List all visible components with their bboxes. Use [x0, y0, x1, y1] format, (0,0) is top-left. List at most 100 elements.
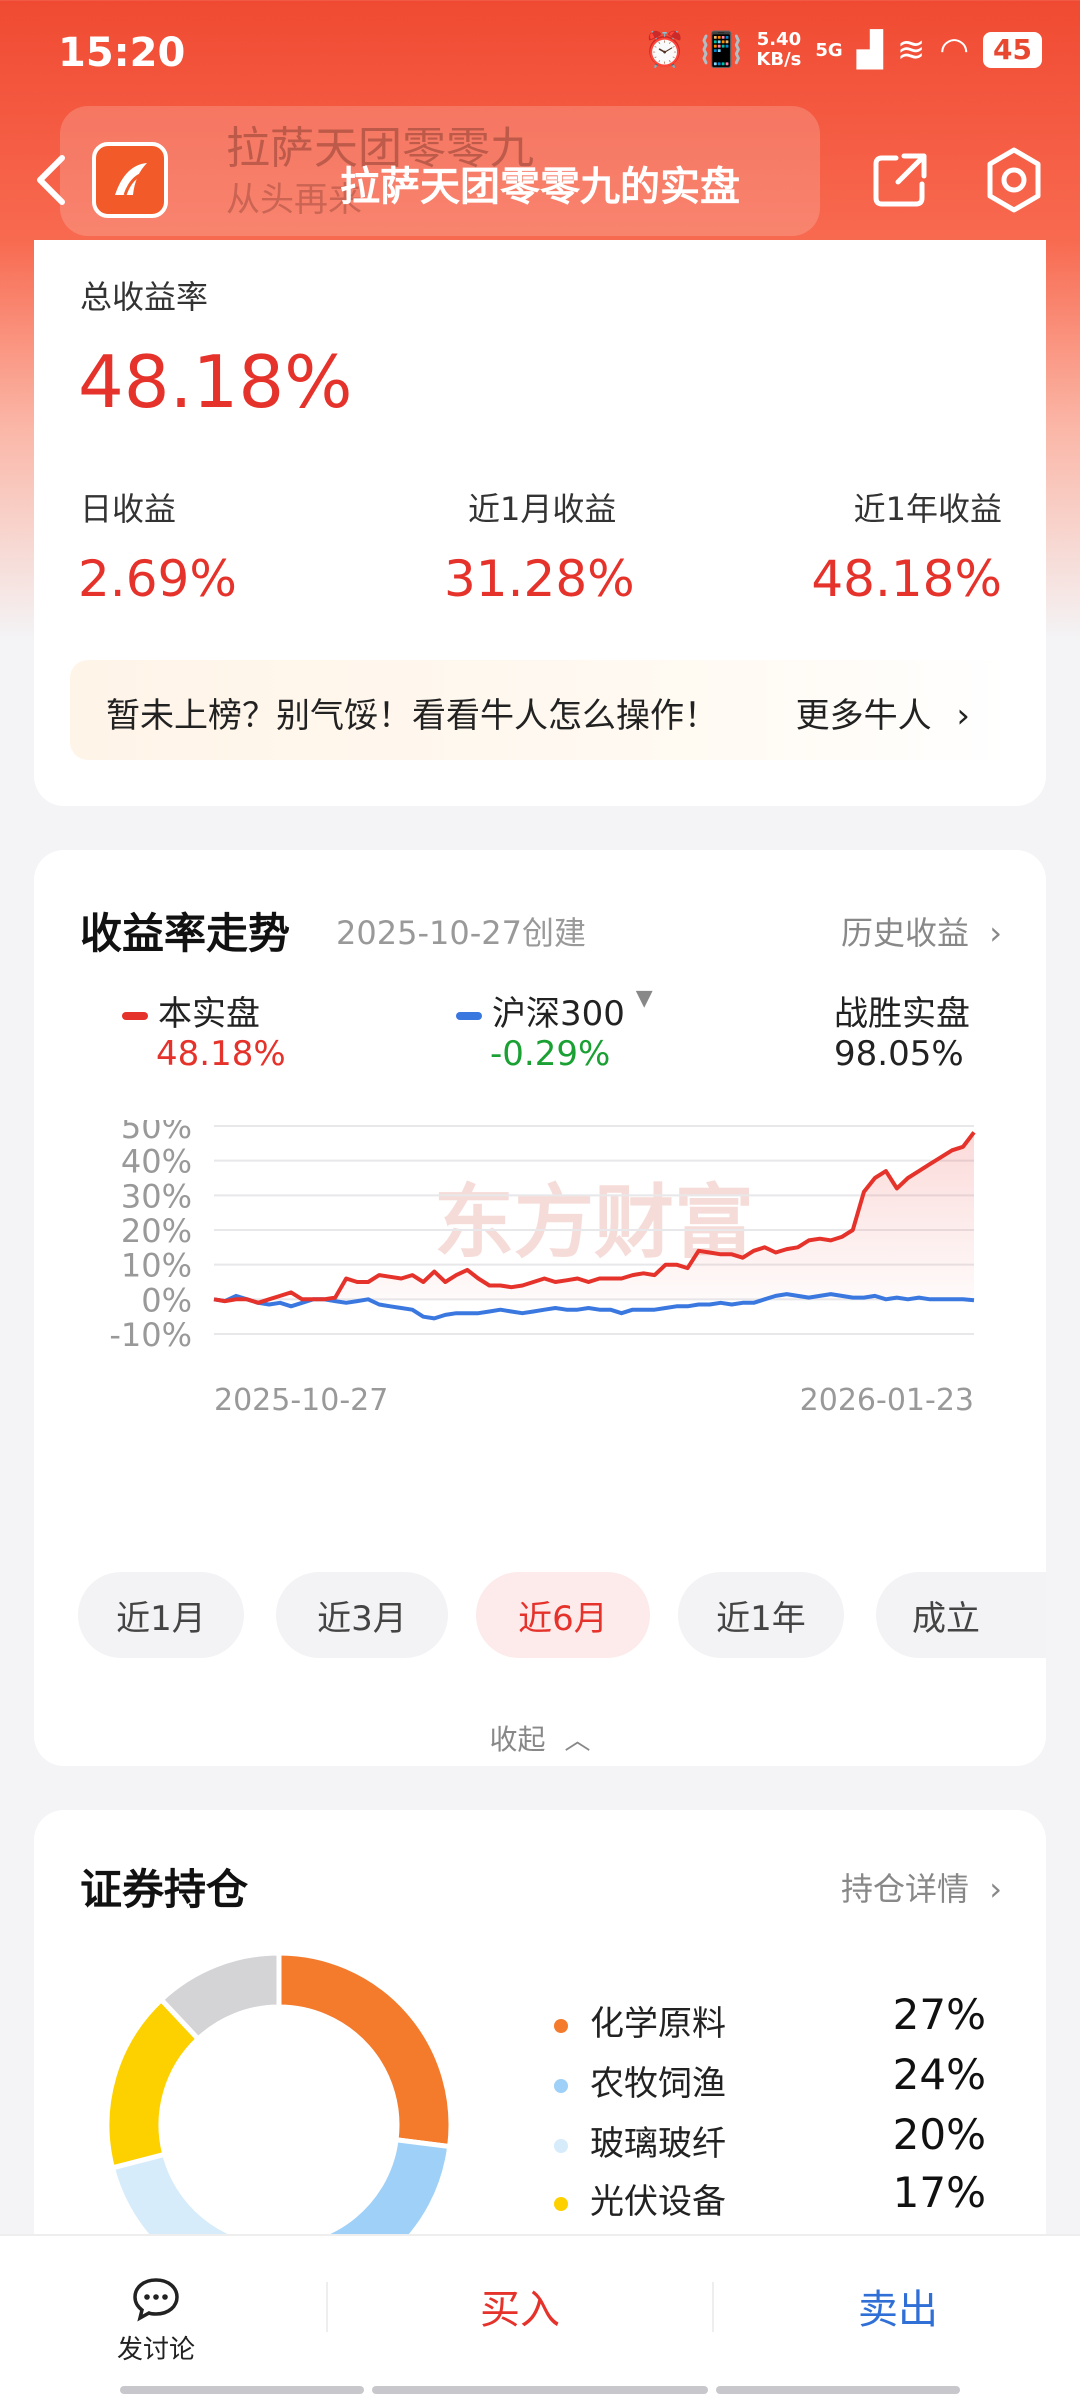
legend-portfolio-name: 本实盘: [158, 994, 260, 1034]
holding-dot: [554, 2196, 568, 2211]
holdings-title: 证券持仓: [80, 1865, 249, 1914]
period-since-inception[interactable]: 成立: [876, 1572, 1046, 1658]
period-1m[interactable]: 近1月: [78, 1572, 244, 1658]
y-tick-label: 40%: [121, 1143, 192, 1181]
holding-dot: [554, 2138, 568, 2153]
holding-name: 光伏设备: [590, 2182, 726, 2222]
net-speed-unit: KB/s: [756, 49, 802, 70]
period-6m[interactable]: 近6月: [476, 1572, 650, 1658]
x-tick-start: 2025-10-27: [214, 1383, 388, 1418]
bottom-action-bar: 发讨论 买入 卖出: [0, 2234, 1080, 2400]
buy-button[interactable]: 买入: [480, 2287, 560, 2333]
holding-pct: 27%: [892, 1990, 986, 2039]
holding-name: 玻璃玻纤: [590, 2124, 726, 2164]
avatar[interactable]: [92, 142, 168, 218]
net-speed: 5.40 KB/s: [756, 30, 801, 70]
post-discussion-button[interactable]: 发讨论: [96, 2276, 216, 2366]
day-return-value: 2.69%: [78, 550, 237, 608]
more-experts-label: 更多牛人: [795, 696, 932, 736]
holding-name: 化学原料: [590, 2004, 726, 2044]
trend-title: 收益率走势: [80, 909, 291, 958]
beat-value: 98.05%: [834, 1034, 964, 1074]
day-return-label: 日收益: [80, 490, 177, 528]
created-date: 2025-10-27创建: [336, 914, 586, 952]
holding-item: 化学原料: [554, 1996, 726, 2045]
period-1y[interactable]: 近1年: [678, 1572, 844, 1658]
year-return-label: 近1年收益: [853, 490, 1002, 528]
signal-icon: ▟: [856, 30, 883, 70]
legend-benchmark[interactable]: 沪深300 ▼: [456, 986, 653, 1035]
beat-label: 战胜实盘: [834, 994, 970, 1034]
chat-bubble-icon: [133, 2278, 179, 2322]
profile-overlay: [60, 106, 820, 236]
status-time: 15:20: [58, 30, 186, 76]
y-tick-label: 30%: [121, 1177, 192, 1215]
legend-benchmark-swatch: [456, 1011, 482, 1020]
sell-button[interactable]: 卖出: [858, 2287, 938, 2333]
chevron-up-icon: ︿: [564, 1726, 591, 1756]
legend-benchmark-name: 沪深300: [492, 994, 625, 1034]
status-bar: 15:20 ⏰ 📳 5.40 KB/s 5G ▟ ≋ ◠ 45: [0, 0, 1080, 110]
series-line-benchmark: [213, 1292, 975, 1321]
holding-name: 农牧饲渔: [590, 2064, 726, 2104]
portfolio-area: [214, 1132, 974, 1303]
back-button[interactable]: [30, 150, 80, 210]
holding-dot: [554, 2078, 568, 2093]
trend-card: 收益率走势 2025-10-27创建 历史收益 › 本实盘 48.18% 沪深3…: [34, 850, 1046, 1766]
y-tick-label: 50%: [121, 1120, 192, 1146]
donut-slice: [157, 1950, 282, 2043]
battery-indicator: 45: [983, 32, 1042, 68]
holdings-detail-link[interactable]: 持仓详情 ›: [841, 1864, 1002, 1910]
legend-benchmark-value: -0.29%: [490, 1034, 611, 1074]
vibrate-icon: 📳: [700, 30, 743, 70]
holding-item: 农牧饲渔: [554, 2056, 726, 2105]
chevron-right-icon: ›: [989, 914, 1002, 952]
legend-portfolio-swatch: [122, 1011, 148, 1020]
collapse-button[interactable]: 收起 ︿: [34, 1718, 1046, 1758]
alarm-icon: ⏰: [643, 30, 687, 70]
x-tick-end: 2026-01-23: [800, 1383, 974, 1418]
history-returns-label: 历史收益: [841, 914, 970, 952]
holdings-detail-label: 持仓详情: [841, 1870, 970, 1908]
top-header: 拉萨天团零零九 从头再来 拉萨天团零零九的实盘: [0, 106, 1080, 250]
donut-slice: [276, 1950, 454, 2150]
ghost-profile-sub: 从头再来: [226, 180, 362, 220]
net-speed-value: 5.40: [756, 29, 802, 50]
y-tick-label: 20%: [121, 1212, 192, 1250]
chevron-right-icon: ›: [956, 696, 970, 736]
status-icons: ⏰ 📳 5.40 KB/s 5G ▟ ≋ ◠ 45: [644, 30, 1042, 70]
wifi-icon: ≋: [896, 30, 926, 70]
ghost-profile-name: 拉萨天团零零九: [226, 123, 534, 174]
promo-text: 暂未上榜？别气馁！看看牛人怎么操作！: [106, 696, 718, 736]
legend-portfolio: 本实盘: [122, 986, 260, 1035]
collapse-label: 收起: [489, 1723, 546, 1756]
gear-icon[interactable]: [980, 146, 1048, 214]
period-3m[interactable]: 近3月: [276, 1572, 448, 1658]
holding-pct: 17%: [892, 2168, 986, 2217]
month-return-label: 近1月收益: [468, 490, 617, 528]
y-tick-label: 0%: [141, 1281, 192, 1319]
holding-pct: 24%: [892, 2050, 986, 2099]
y-tick-label: -10%: [109, 1316, 192, 1354]
gesture-bar-segment: [716, 2386, 960, 2394]
more-experts-link[interactable]: 更多牛人 ›: [796, 688, 970, 737]
leaderboard-promo[interactable]: 暂未上榜？别气馁！看看牛人怎么操作！ 更多牛人 ›: [70, 660, 1010, 760]
summary-card: 总收益率 48.18% 日收益 2.69% 近1月收益 31.28% 近1年收益…: [34, 240, 1046, 806]
legend-portfolio-value: 48.18%: [156, 1034, 286, 1074]
holding-pct: 20%: [892, 2110, 986, 2159]
holding-dot: [554, 2018, 568, 2033]
divider: [326, 2282, 328, 2332]
wifi-strength-icon: ◠: [939, 30, 970, 70]
post-discussion-label: 发讨论: [116, 2335, 195, 2365]
holding-item: 光伏设备: [554, 2174, 726, 2223]
eastmoney-logo-icon: [115, 163, 147, 196]
holding-item: 玻璃玻纤: [554, 2116, 726, 2165]
history-returns-link[interactable]: 历史收益 ›: [841, 908, 1002, 954]
total-return-value: 48.18%: [78, 340, 353, 424]
network-type: 5G: [815, 39, 843, 61]
caret-down-icon: ▼: [635, 986, 653, 1011]
gesture-bar-segment: [372, 2386, 708, 2394]
total-return-label: 总收益率: [80, 278, 209, 316]
share-icon[interactable]: [868, 148, 932, 212]
